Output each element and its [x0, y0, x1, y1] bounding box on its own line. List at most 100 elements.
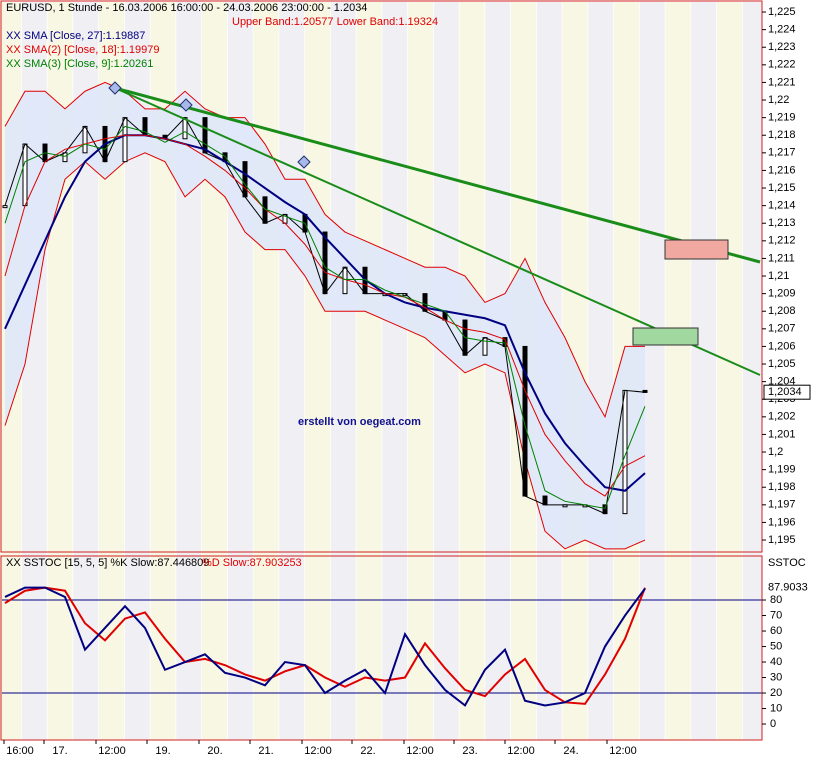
y-tick-label: 20	[770, 687, 782, 699]
y-tick-label: 1,197	[768, 499, 796, 511]
last-price: 1,2034	[768, 386, 802, 398]
candle	[202, 117, 208, 154]
legend-entry: XX SMA(2) [Close, 18]:1.19979	[6, 44, 159, 56]
y-tick-label: 1,214	[768, 200, 796, 212]
y-tick-label: 1,206	[768, 340, 796, 352]
x-tick-label: 17.	[52, 745, 67, 757]
y-tick-label: 1,211	[768, 252, 795, 264]
stripe	[408, 2, 433, 740]
candle	[122, 117, 128, 163]
target-box	[664, 239, 729, 260]
trend-line	[114, 86, 761, 264]
candle	[322, 231, 328, 295]
candle	[642, 389, 648, 393]
band-legend: Upper Band:1.20577 Lower Band:1.19324	[232, 16, 438, 28]
stoch-title-d: %D Slow:87.903253	[202, 557, 302, 569]
stoch-line	[4, 586, 646, 705]
stoch-axis-title: SSTOC	[768, 557, 806, 569]
y-tick-label: 1,218	[768, 129, 796, 141]
y-tick-label: 1,224	[768, 24, 796, 36]
x-tick-label: 20.	[207, 745, 222, 757]
axis-bg	[762, 0, 813, 761]
y-tick-label: 1,216	[768, 164, 796, 176]
trend-line	[114, 87, 761, 376]
y-tick-label: 1,222	[768, 59, 796, 71]
y-tick-label: 1,225	[768, 6, 796, 18]
y-tick-label: 1,219	[768, 112, 796, 124]
candle	[22, 143, 28, 207]
x-tick-label: 12:00	[507, 745, 535, 757]
price-line	[4, 116, 646, 515]
y-tick-label: 1,223	[768, 41, 796, 53]
stoch-line	[4, 586, 646, 707]
x-tick-label: 21.	[258, 745, 273, 757]
candle	[542, 495, 548, 506]
y-tick-label: 1,198	[768, 481, 796, 493]
stoch-title: XX SSTOC [15, 5, 5] %K Slow:87.446809	[6, 557, 209, 569]
x-tick-label: 12:00	[609, 745, 637, 757]
x-tick-label: 12:00	[406, 745, 434, 757]
y-tick-label: 0	[770, 718, 776, 730]
sma-line	[4, 134, 646, 497]
y-tick-label: 1,196	[768, 516, 796, 528]
anchor-diamond	[108, 81, 122, 95]
y-tick-label: 1,201	[768, 428, 796, 440]
last-price-box	[763, 384, 811, 400]
target-box	[632, 327, 699, 346]
stripe	[356, 2, 382, 740]
candle	[242, 161, 248, 198]
x-tick-label: 16:00	[6, 745, 34, 757]
x-tick-label: 24.	[563, 745, 578, 757]
y-tick-label: 1,217	[768, 147, 796, 159]
y-tick-label: 30	[770, 671, 782, 683]
y-tick-label: 1,208	[768, 305, 796, 317]
legend-entry: XX SMA [Close, 27]:1.19887	[6, 30, 145, 42]
y-tick-label: 1,213	[768, 217, 796, 229]
stripe	[330, 2, 356, 740]
y-tick-label: 1,204	[768, 376, 796, 388]
lower-band	[4, 152, 646, 550]
y-tick-label: 1,212	[768, 235, 796, 247]
y-tick-label: 50	[770, 640, 782, 652]
anchor-diamond	[179, 98, 193, 112]
y-tick-label: 1,199	[768, 464, 796, 476]
candle	[62, 152, 68, 163]
y-tick-label: 70	[770, 609, 782, 621]
y-tick-label: 1,205	[768, 358, 796, 370]
y-tick-label: 1,207	[768, 323, 796, 335]
y-tick-label: 80	[770, 594, 782, 606]
candle	[482, 337, 488, 356]
stripe	[305, 2, 330, 740]
stripe	[279, 2, 305, 740]
stripe	[253, 2, 279, 740]
anchor-diamond	[297, 155, 311, 169]
y-tick-label: 60	[770, 625, 782, 637]
x-tick-label: 12:00	[98, 745, 126, 757]
x-tick-label: 19.	[155, 745, 170, 757]
x-tick-label: 12:00	[304, 745, 332, 757]
chart-title: EURUSD, 1 Stunde - 16.03.2006 16:00:00 -…	[6, 2, 367, 14]
candle	[2, 205, 8, 209]
stripe	[588, 2, 614, 740]
legend-entry: XX SMA(3) [Close, 9]:1.20261	[6, 58, 153, 70]
stripe	[717, 2, 742, 740]
y-tick-label: 1,215	[768, 182, 796, 194]
y-tick-label: 1,221	[768, 76, 796, 88]
y-tick-label: 10	[770, 702, 782, 714]
stripe	[665, 2, 691, 740]
panel-frame	[0, 555, 763, 741]
y-tick-label: 40	[770, 656, 782, 668]
stripe	[691, 2, 717, 740]
stripe	[382, 2, 408, 740]
x-tick-label: 23.	[462, 745, 477, 757]
stripe	[227, 2, 253, 740]
y-tick-label: 1,209	[768, 288, 796, 300]
y-tick-label: 1,21	[768, 270, 789, 282]
y-tick-label: 1,22	[768, 94, 789, 106]
sma-line	[4, 125, 646, 509]
y-tick-label: 1,195	[768, 534, 796, 546]
y-tick-label: 1,202	[768, 411, 796, 423]
band-fill	[5, 82, 645, 549]
